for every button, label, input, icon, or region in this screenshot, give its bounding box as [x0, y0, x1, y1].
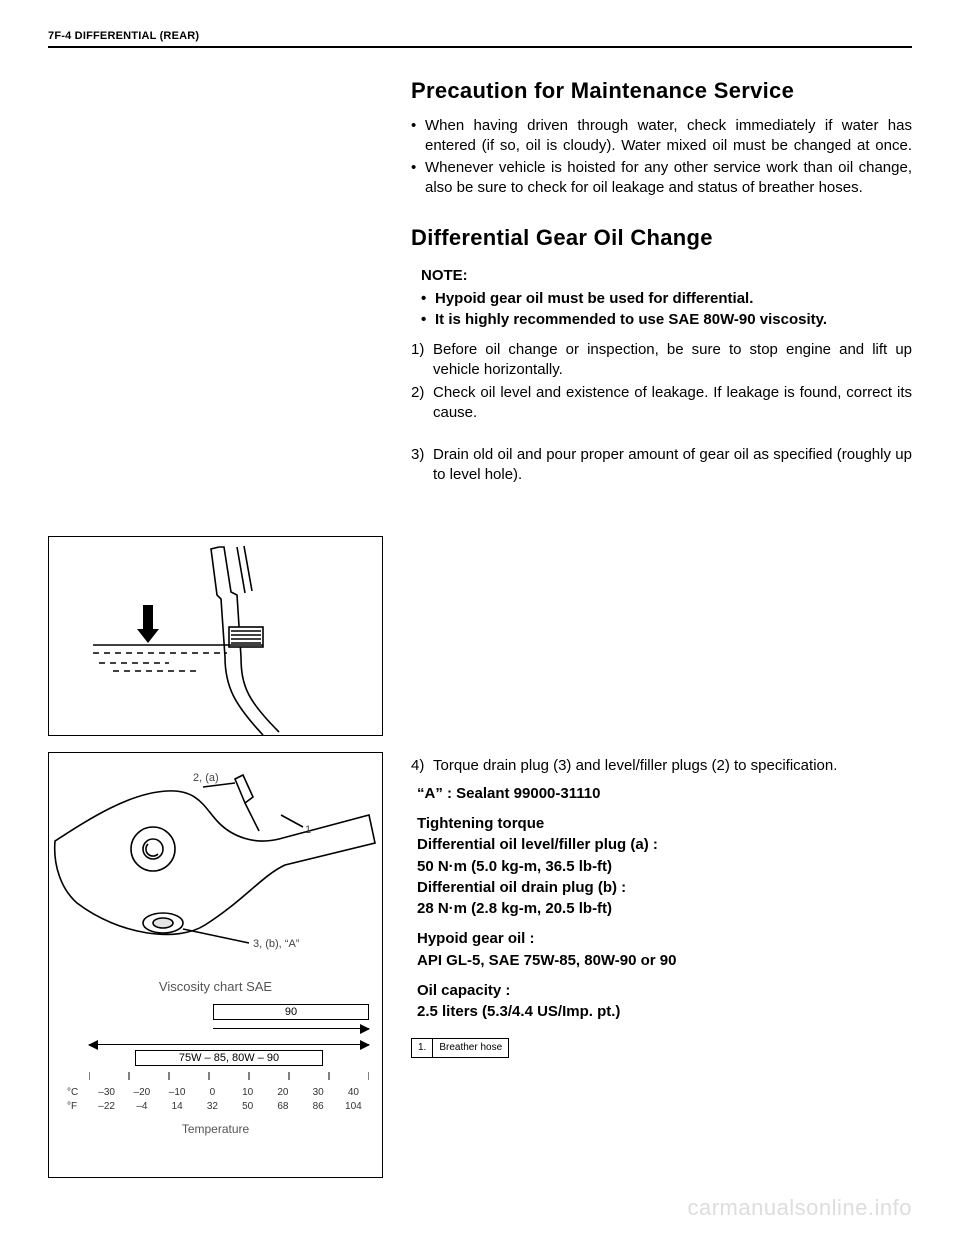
figure-diff-housing: 2, (a) 1 3, (b), “A” Viscosity chart SAE…	[48, 752, 383, 1178]
figure-breather-dip	[48, 536, 383, 736]
visc-arrow-90	[213, 1028, 369, 1036]
c7: 40	[336, 1087, 371, 1098]
note-b1: Hypoid gear oil must be used for differe…	[411, 289, 912, 309]
note-bullets: Hypoid gear oil must be used for differe…	[411, 289, 912, 331]
spec-drain-val: 28 N·m (2.8 kg-m, 20.5 lb-ft)	[417, 899, 912, 919]
f1: –4	[124, 1101, 159, 1112]
note-b2: It is highly recommended to use SAE 80W-…	[411, 310, 912, 330]
spec-oil-title: Hypoid gear oil :	[417, 929, 912, 949]
spec-cap-val: 2.5 liters (5.3/4.4 US/Imp. pt.)	[417, 1002, 912, 1022]
spec-drain-label: Differential oil drain plug (b) :	[417, 878, 912, 898]
note-label: NOTE:	[421, 266, 912, 286]
ref-num: 1.	[412, 1039, 433, 1058]
f-unit: °F	[67, 1101, 89, 1112]
spec-cap-title: Oil capacity :	[417, 981, 912, 1001]
f3: 32	[195, 1101, 230, 1112]
steps-list: Before oil change or inspection, be sure…	[411, 340, 912, 776]
ref-table: 1. Breather hose	[411, 1038, 509, 1058]
c1: –20	[124, 1087, 159, 1098]
c4: 10	[230, 1087, 265, 1098]
c3: 0	[195, 1087, 230, 1098]
page-header: 7F-4 DIFFERENTIAL (REAR)	[48, 30, 912, 42]
viscosity-caption: Viscosity chart SAE	[59, 979, 372, 994]
f7: 104	[336, 1101, 371, 1112]
section2-title: Differential Gear Oil Change	[411, 223, 912, 253]
s1-b1: When having driven through water, check …	[411, 116, 912, 157]
fig2-label-1: 1	[305, 824, 311, 836]
f4: 50	[230, 1101, 265, 1112]
c-unit: °C	[67, 1087, 89, 1098]
c2: –10	[160, 1087, 195, 1098]
section1-title: Precaution for Maintenance Service	[411, 76, 912, 106]
spec-oil-val: API GL-5, SAE 75W-85, 80W-90 or 90	[417, 951, 912, 971]
fig2-label-3b: 3, (b), “A”	[253, 938, 300, 950]
step-1: Before oil change or inspection, be sure…	[411, 340, 912, 381]
fig2-label-2a: 2, (a)	[193, 772, 219, 784]
spec-filler-val: 50 N·m (5.0 kg-m, 36.5 lb-ft)	[417, 857, 912, 877]
section1-bullets: When having driven through water, check …	[411, 116, 912, 199]
c6: 30	[301, 1087, 336, 1098]
s1-b2: Whenever vehicle is hoisted for any othe…	[411, 158, 912, 199]
spec-torque-title: Tightening torque	[417, 814, 912, 834]
spec-filler-label: Differential oil level/filler plug (a) :	[417, 835, 912, 855]
f6: 86	[301, 1101, 336, 1112]
content-grid: 2, (a) 1 3, (b), “A” Viscosity chart SAE…	[48, 76, 912, 1178]
f2: 14	[160, 1101, 195, 1112]
step-4: Torque drain plug (3) and level/filler p…	[411, 756, 912, 776]
ref-label: Breather hose	[433, 1039, 509, 1058]
temperature-label: Temperature	[59, 1122, 372, 1136]
f0: –22	[89, 1101, 124, 1112]
step-2: Check oil level and existence of leakage…	[411, 383, 912, 424]
specs-block: “A” : Sealant 99000-31110 Tightening tor…	[411, 784, 912, 1023]
viscosity-chart: 90 75W – 85, 80W – 90 °C –30 –20 –10 0 1…	[89, 1000, 352, 1120]
left-column: 2, (a) 1 3, (b), “A” Viscosity chart SAE…	[48, 76, 383, 1178]
visc-bar-90: 90	[213, 1004, 369, 1020]
spec-sealant: “A” : Sealant 99000-31110	[417, 784, 912, 804]
header-rule	[48, 46, 912, 48]
step-3: Drain old oil and pour proper amount of …	[411, 445, 912, 486]
c0: –30	[89, 1087, 124, 1098]
c5: 20	[265, 1087, 300, 1098]
visc-bar-mid: 75W – 85, 80W – 90	[135, 1050, 323, 1066]
f5: 68	[265, 1101, 300, 1112]
right-column: Precaution for Maintenance Service When …	[411, 76, 912, 1178]
watermark: carmanualsonline.info	[687, 1195, 912, 1221]
